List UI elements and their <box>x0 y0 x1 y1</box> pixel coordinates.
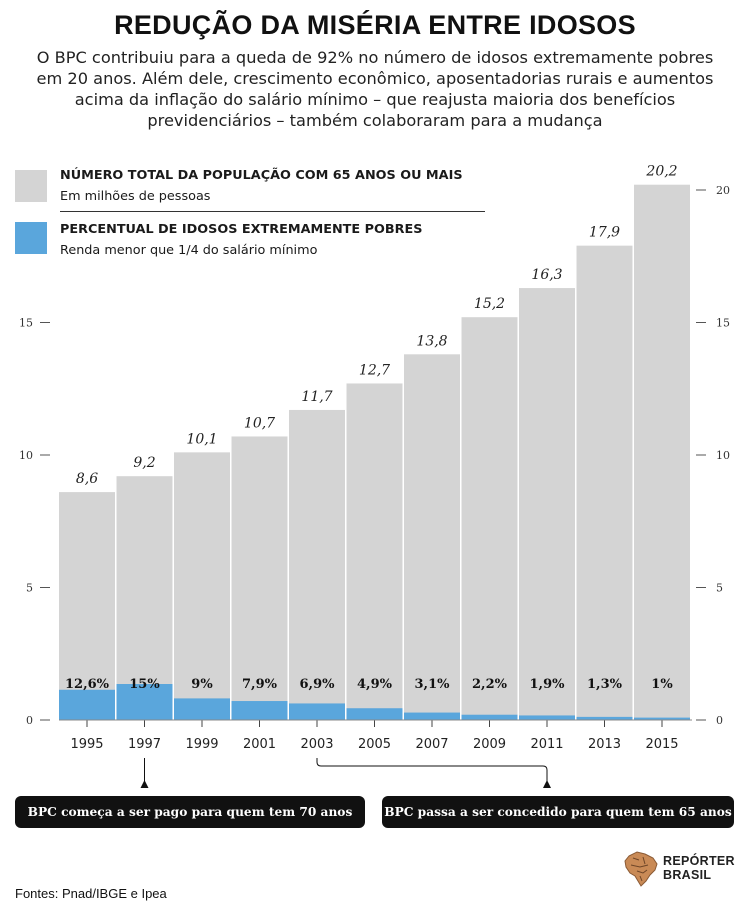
population-value-label: 11,7 <box>301 389 332 405</box>
poverty-bar <box>634 717 690 720</box>
legend-population-title: NÚMERO TOTAL DA POPULAÇÃO COM 65 ANOS OU… <box>60 168 463 183</box>
poverty-value-label: 2,2% <box>472 677 508 692</box>
brazil-map-icon <box>624 851 658 887</box>
annotation-2003-arrow <box>543 780 551 788</box>
right-axis-tick-label: 10 <box>716 449 730 462</box>
population-value-label: 10,7 <box>244 415 275 431</box>
annotation-2003-line <box>316 758 548 786</box>
population-value-label: 17,9 <box>589 225 620 241</box>
right-axis-tick-label: 5 <box>716 582 723 595</box>
legend-swatch-population <box>15 170 47 202</box>
poverty-bar <box>59 689 115 720</box>
poverty-value-label: 7,9% <box>242 677 278 692</box>
annotation-2003: BPC passa a ser concedido para quem tem … <box>382 796 734 828</box>
x-axis-label: 2011 <box>530 737 563 752</box>
population-bar <box>174 452 230 720</box>
legend-population-subtitle: Em milhões de pessoas <box>60 189 211 204</box>
left-axis-tick-label: 0 <box>26 714 33 727</box>
x-axis-label: 1997 <box>128 737 161 752</box>
sources: Fontes: Pnad/IBGE e Ipea <box>15 886 167 901</box>
population-bar <box>404 354 460 720</box>
chart-title: REDUÇÃO DA MISÉRIA ENTRE IDOSOS <box>114 10 636 40</box>
population-bar <box>59 492 115 720</box>
population-value-label: 10,1 <box>186 431 217 447</box>
x-axis-label: 2009 <box>473 737 506 752</box>
reporter-brasil-logo: REPÓRTER BRASIL <box>623 850 735 890</box>
x-axis-label: 2001 <box>243 737 276 752</box>
population-bar <box>116 476 173 720</box>
population-bar <box>461 317 518 720</box>
poverty-bar <box>576 716 633 720</box>
population-bar <box>289 409 345 720</box>
x-axis-label: 1995 <box>70 737 103 752</box>
left-axis-tick-label: 15 <box>19 317 33 330</box>
poverty-value-label: 15% <box>129 677 160 692</box>
population-bar <box>346 383 403 720</box>
poverty-bar <box>346 708 403 720</box>
population-bar <box>634 184 690 720</box>
right-axis-tick-label: 15 <box>716 317 730 330</box>
poverty-value-label: 1,3% <box>587 677 623 692</box>
poverty-value-label: 3,1% <box>415 677 451 692</box>
poverty-bar <box>116 684 173 720</box>
x-axis-label: 2015 <box>645 737 678 752</box>
poverty-bar <box>174 698 230 720</box>
x-axis-label: 2007 <box>415 737 448 752</box>
poverty-value-label: 6,9% <box>300 677 336 692</box>
x-axis-label: 2003 <box>300 737 333 752</box>
population-value-label: 13,8 <box>416 333 447 349</box>
legend-poverty-title: PERCENTUAL DE IDOSOS EXTREMAMENTE POBRES <box>60 222 423 237</box>
poverty-value-label: 9% <box>191 677 213 692</box>
legend-swatch-poverty <box>15 222 47 254</box>
x-axis-label: 2013 <box>588 737 621 752</box>
population-bar <box>231 436 288 720</box>
population-value-label: 12,7 <box>359 362 390 378</box>
poverty-bar <box>461 714 518 720</box>
logo-line-1: REPÓRTER <box>663 854 735 868</box>
poverty-value-label: 1,9% <box>530 677 566 692</box>
population-bar <box>576 245 633 720</box>
poverty-bar <box>404 712 460 720</box>
poverty-value-label: 4,9% <box>357 677 393 692</box>
poverty-bar <box>289 703 345 720</box>
population-value-label: 16,3 <box>531 267 562 283</box>
population-value-label: 8,6 <box>76 471 98 487</box>
population-value-label: 15,2 <box>474 296 505 312</box>
right-axis-tick-label: 20 <box>716 184 730 197</box>
population-value-label: 20,2 <box>645 164 677 180</box>
right-axis-tick-label: 0 <box>716 714 723 727</box>
legend-divider <box>60 211 485 212</box>
left-axis-tick-label: 5 <box>26 582 33 595</box>
population-bar <box>519 288 575 720</box>
poverty-bar <box>231 701 288 720</box>
poverty-bar <box>519 715 575 720</box>
poverty-value-label: 12,6% <box>65 677 110 692</box>
x-axis-label: 2005 <box>358 737 391 752</box>
logo-line-2: BRASIL <box>663 868 712 882</box>
left-axis-tick-label: 10 <box>19 449 33 462</box>
legend-poverty-subtitle: Renda menor que 1/4 do salário mínimo <box>60 243 318 258</box>
chart-subtitle: O BPC contribuiu para a queda de 92% no … <box>36 48 714 130</box>
poverty-value-label: 1% <box>651 677 673 692</box>
annotation-1997: BPC começa a ser pago para quem tem 70 a… <box>15 796 365 828</box>
population-value-label: 9,2 <box>133 455 155 471</box>
annotation-1997-arrow <box>140 780 149 788</box>
x-axis-label: 1999 <box>185 737 218 752</box>
